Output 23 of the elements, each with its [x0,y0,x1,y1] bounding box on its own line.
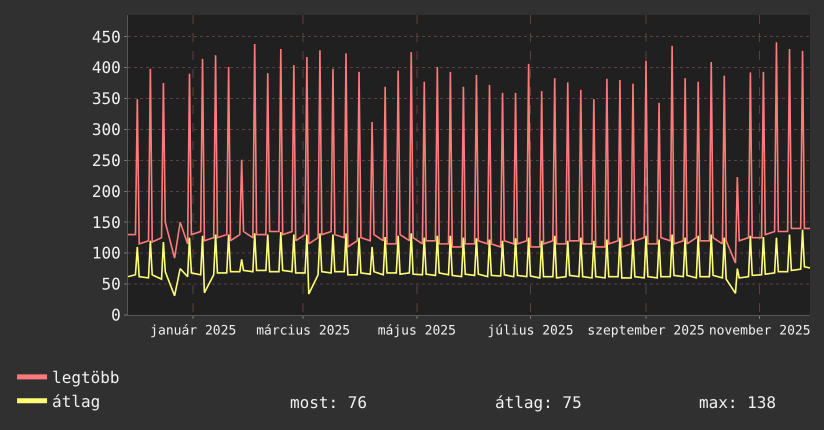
text: most: 76 [290,393,368,412]
line-series [128,41,810,264]
y-tick-label: 450 [92,27,121,46]
legend-label: legtöbb [52,368,120,388]
text: átlag: 75 [495,393,582,412]
x-tick-label: május 2025 [378,324,456,339]
y-tick-label: 300 [92,120,121,140]
y-tick-label: 250 [92,150,121,170]
y-tick-label: 200 [92,182,121,201]
x-tick-label: november 2025 [708,324,811,339]
x-tick-label: szeptember 2025 [587,324,705,339]
y-tick-label: 50 [102,274,121,294]
text: max: 138 [699,393,776,412]
legend-label: átlag [52,392,100,411]
x-tick-label: január 2025 [150,324,236,339]
y-tick-label: 350 [92,89,121,108]
y-tick-label: 400 [92,58,121,78]
x-tick-label: július 2025 [487,324,574,339]
y-tick-label: 100 [92,244,121,263]
y-tick-label: 150 [92,212,121,232]
line-series [128,228,810,297]
y-tick-label: 0 [111,306,121,325]
x-tick-label: március 2025 [256,324,350,339]
